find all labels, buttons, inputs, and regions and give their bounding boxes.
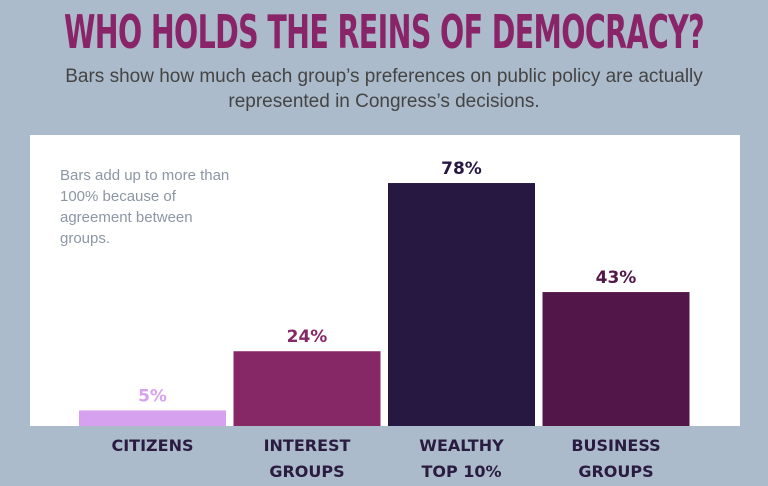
data-label: 43% bbox=[596, 268, 637, 288]
data-label: 24% bbox=[287, 327, 328, 347]
data-label: 78% bbox=[441, 159, 482, 179]
category-label: CITIZENS bbox=[111, 436, 193, 455]
chart-note: Bars add up to more than 100% because of… bbox=[60, 167, 230, 247]
category-label: BUSINESS bbox=[571, 436, 660, 455]
category-label: INTEREST bbox=[264, 436, 351, 455]
data-label: 5% bbox=[138, 386, 167, 406]
category-label: GROUPS bbox=[269, 462, 344, 481]
chart-title: WHO HOLDS THE REINS OF DEMOCRACY? bbox=[63, 5, 705, 59]
bar bbox=[233, 351, 381, 426]
category-label: TOP 10% bbox=[421, 462, 501, 481]
category-label: GROUPS bbox=[578, 462, 653, 481]
category-label: WEALTHY bbox=[419, 436, 504, 455]
bar bbox=[542, 292, 690, 426]
bar bbox=[388, 183, 535, 426]
bar bbox=[79, 410, 226, 426]
chart-subtitle: Bars show how much each group’s preferen… bbox=[65, 66, 703, 112]
